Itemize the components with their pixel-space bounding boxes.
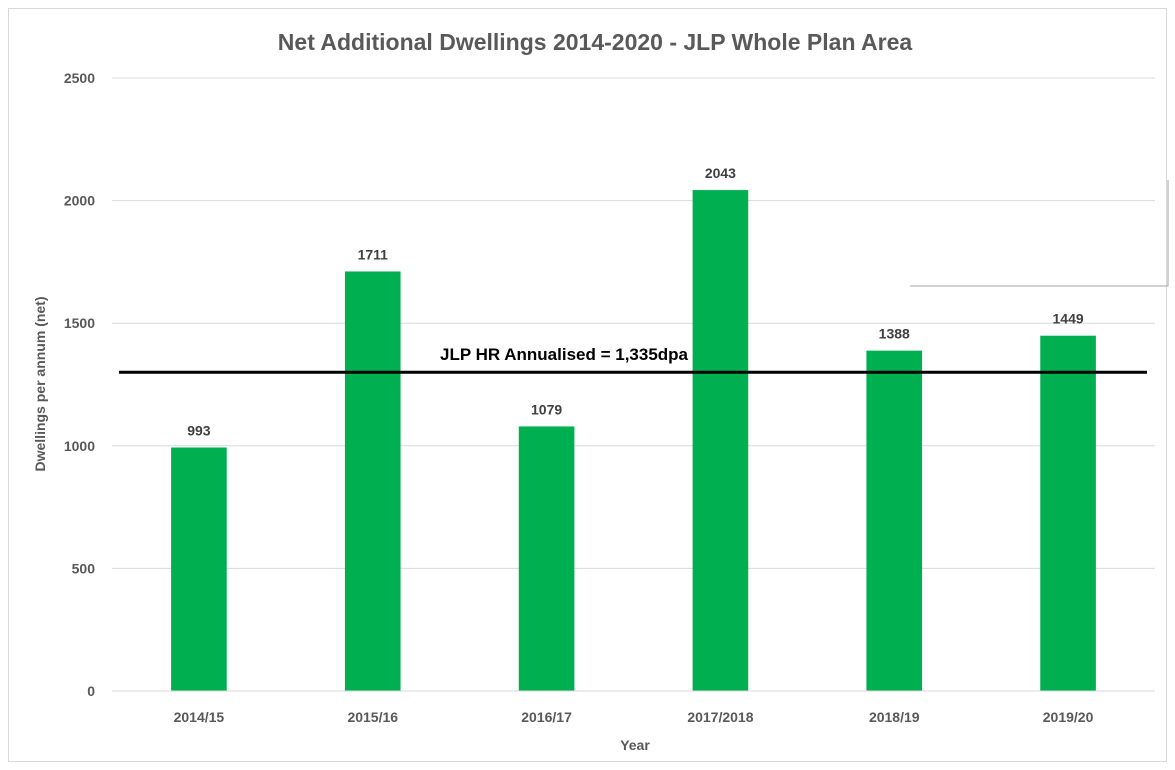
bar [866, 350, 923, 691]
bar [518, 426, 575, 691]
chart-title: Net Additional Dwellings 2014-2020 - JLP… [278, 29, 913, 55]
bar [1040, 335, 1096, 691]
y-tick-label: 1000 [64, 438, 95, 454]
x-tick-label: 2018/19 [869, 709, 920, 725]
bars [171, 190, 1096, 691]
data-label: 993 [187, 423, 211, 439]
x-tick-label: 2015/16 [347, 709, 398, 725]
x-axis-ticks: 2014/15 2015/16 2016/17 2017/2018 2018/19 201… [174, 709, 1094, 725]
bar [171, 447, 227, 691]
data-label: 1711 [358, 246, 389, 262]
y-axis-title: Dwellings per annum (net) [32, 296, 48, 471]
data-label: 1388 [879, 326, 910, 342]
x-tick-label: 2017/2018 [687, 709, 753, 725]
y-tick-label: 500 [72, 560, 96, 576]
gridlines [112, 77, 1155, 569]
y-axis-ticks: 0 500 1000 1500 2000 2500 [64, 70, 95, 699]
reference-line-label: JLP HR Annualised = 1,335dpa [440, 345, 689, 364]
data-labels: 993 1711 1079 2043 1388 1449 [187, 165, 1084, 438]
y-tick-label: 0 [87, 683, 95, 699]
x-tick-label: 2019/20 [1043, 709, 1094, 725]
data-label: 1449 [1053, 311, 1084, 327]
data-label: 2043 [705, 165, 736, 181]
x-tick-label: 2014/15 [174, 709, 225, 725]
data-label: 1079 [531, 401, 562, 417]
y-tick-label: 2500 [64, 70, 95, 86]
y-tick-label: 1500 [64, 315, 95, 331]
x-tick-label: 2016/17 [521, 709, 572, 725]
x-axis-title: Year [620, 737, 650, 753]
bar [692, 190, 749, 691]
y-tick-label: 2000 [64, 193, 95, 209]
bar [344, 271, 401, 691]
callout-bracket [910, 180, 1169, 287]
